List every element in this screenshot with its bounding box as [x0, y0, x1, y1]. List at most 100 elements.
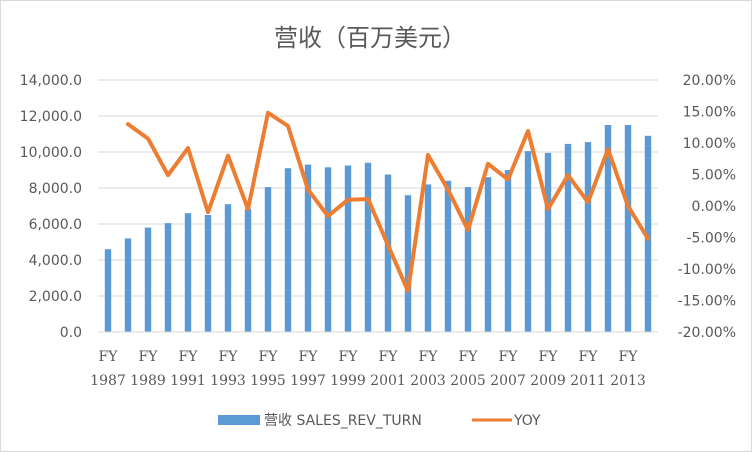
x-tick-label-top: FY [619, 349, 639, 365]
y-right-tick-label: 5.00% [692, 168, 736, 184]
y-left-tick-label: 10,000.0 [20, 145, 82, 161]
y-left-tick-label: 2,000.0 [29, 289, 82, 305]
yoy-point [647, 238, 649, 240]
legend-swatch-revenue [218, 415, 260, 425]
x-tick-label-bottom: 2009 [530, 373, 566, 389]
x-tick-label-top: FY [99, 349, 119, 365]
x-tick-label-top: FY [299, 349, 319, 365]
x-tick-label-top: FY [339, 349, 359, 365]
x-tick-label-bottom: 2003 [410, 373, 446, 389]
yoy-point [207, 211, 209, 213]
bar [304, 164, 312, 332]
bar [384, 174, 392, 332]
x-tick-label-top: FY [219, 349, 239, 365]
bar [544, 152, 552, 332]
x-tick-label-top: FY [419, 349, 439, 365]
bar [184, 213, 192, 332]
yoy-point [487, 163, 489, 165]
yoy-point [467, 229, 469, 231]
bar [504, 170, 512, 332]
x-tick-label-bottom: 2007 [490, 373, 526, 389]
x-tick-label-top: FY [499, 349, 519, 365]
y-right-tick-label: -5.00% [686, 231, 736, 247]
legend-label-revenue: 营收 SALES_REV_TURN [264, 413, 422, 429]
bar [364, 162, 372, 332]
bar [444, 180, 452, 332]
gridlines [98, 79, 658, 333]
legend-label-yoy: YOY [513, 413, 541, 429]
yoy-point [347, 199, 349, 201]
y-left-tick-label: 0.0 [60, 325, 82, 341]
yoy-point [447, 189, 449, 191]
y-right-tick-label: -20.00% [678, 325, 736, 341]
bar [204, 215, 212, 332]
y-right-tick-label: 10.00% [683, 136, 736, 152]
x-tick-label-bottom: 1999 [330, 373, 366, 389]
yoy-point [187, 147, 189, 149]
yoy-point [587, 201, 589, 203]
x-tick-label-bottom: 1997 [290, 373, 326, 389]
bar [324, 167, 332, 332]
x-tick-label-bottom: 1991 [170, 373, 206, 389]
bar [484, 177, 492, 332]
yoy-point [607, 148, 609, 150]
x-tick-label-top: FY [379, 349, 399, 365]
yoy-point [327, 215, 329, 217]
bars [104, 125, 652, 332]
yoy-point [527, 130, 529, 132]
yoy-point [547, 208, 549, 210]
x-tick-label-bottom: 1987 [90, 373, 126, 389]
chart-title: 营收（百万美元） [274, 24, 466, 52]
yoy-line [126, 110, 650, 294]
yoy-point [127, 123, 129, 125]
yoy-point [367, 198, 369, 200]
yoy-point [267, 112, 269, 114]
x-tick-label-top: FY [259, 349, 279, 365]
bar [464, 187, 472, 332]
bar [424, 184, 432, 332]
yoy-point [427, 154, 429, 156]
yoy-point [407, 290, 409, 292]
x-tick-label-bottom: 1993 [210, 373, 246, 389]
bar [344, 165, 352, 332]
legend: 营收 SALES_REV_TURN YOY [218, 413, 541, 429]
yoy-point [567, 174, 569, 176]
x-tick-label-bottom: 2011 [570, 373, 606, 389]
bar [104, 249, 112, 332]
yoy-point [387, 244, 389, 246]
yoy-point [287, 125, 289, 127]
y-left-tick-label: 14,000.0 [20, 73, 82, 89]
bar [404, 195, 412, 332]
y-left-tick-label: 12,000.0 [20, 109, 82, 125]
yoy-point [167, 174, 169, 176]
bar [264, 187, 272, 332]
bar [244, 208, 252, 332]
x-tick-label-bottom: 2001 [370, 373, 406, 389]
yoy-point [247, 208, 249, 210]
right-y-axis: -20.00% -15.00% -10.00% -5.00% 0.00% 5.00% 10.… [678, 73, 736, 341]
y-right-tick-label: -10.00% [678, 262, 736, 278]
y-right-tick-label: -15.00% [678, 294, 736, 310]
x-tick-label-top: FY [139, 349, 159, 365]
bar [584, 142, 592, 332]
yoy-point [147, 138, 149, 140]
x-tick-label-bottom: 2013 [610, 373, 646, 389]
y-right-tick-label: 0.00% [692, 199, 736, 215]
bar [624, 125, 632, 332]
yoy-point [627, 205, 629, 207]
x-tick-label-bottom: 1995 [250, 373, 286, 389]
bar [164, 223, 172, 332]
x-tick-label-bottom: 2005 [450, 373, 486, 389]
yoy-point [307, 189, 309, 191]
y-left-tick-label: 4,000.0 [29, 253, 82, 269]
x-tick-label-top: FY [539, 349, 559, 365]
y-left-tick-label: 8,000.0 [29, 181, 82, 197]
bar [564, 143, 572, 332]
bar [524, 151, 532, 332]
bar [144, 227, 152, 332]
yoy-point [507, 179, 509, 181]
bar [644, 135, 652, 332]
bar [224, 204, 232, 332]
x-tick-label-top: FY [459, 349, 479, 365]
